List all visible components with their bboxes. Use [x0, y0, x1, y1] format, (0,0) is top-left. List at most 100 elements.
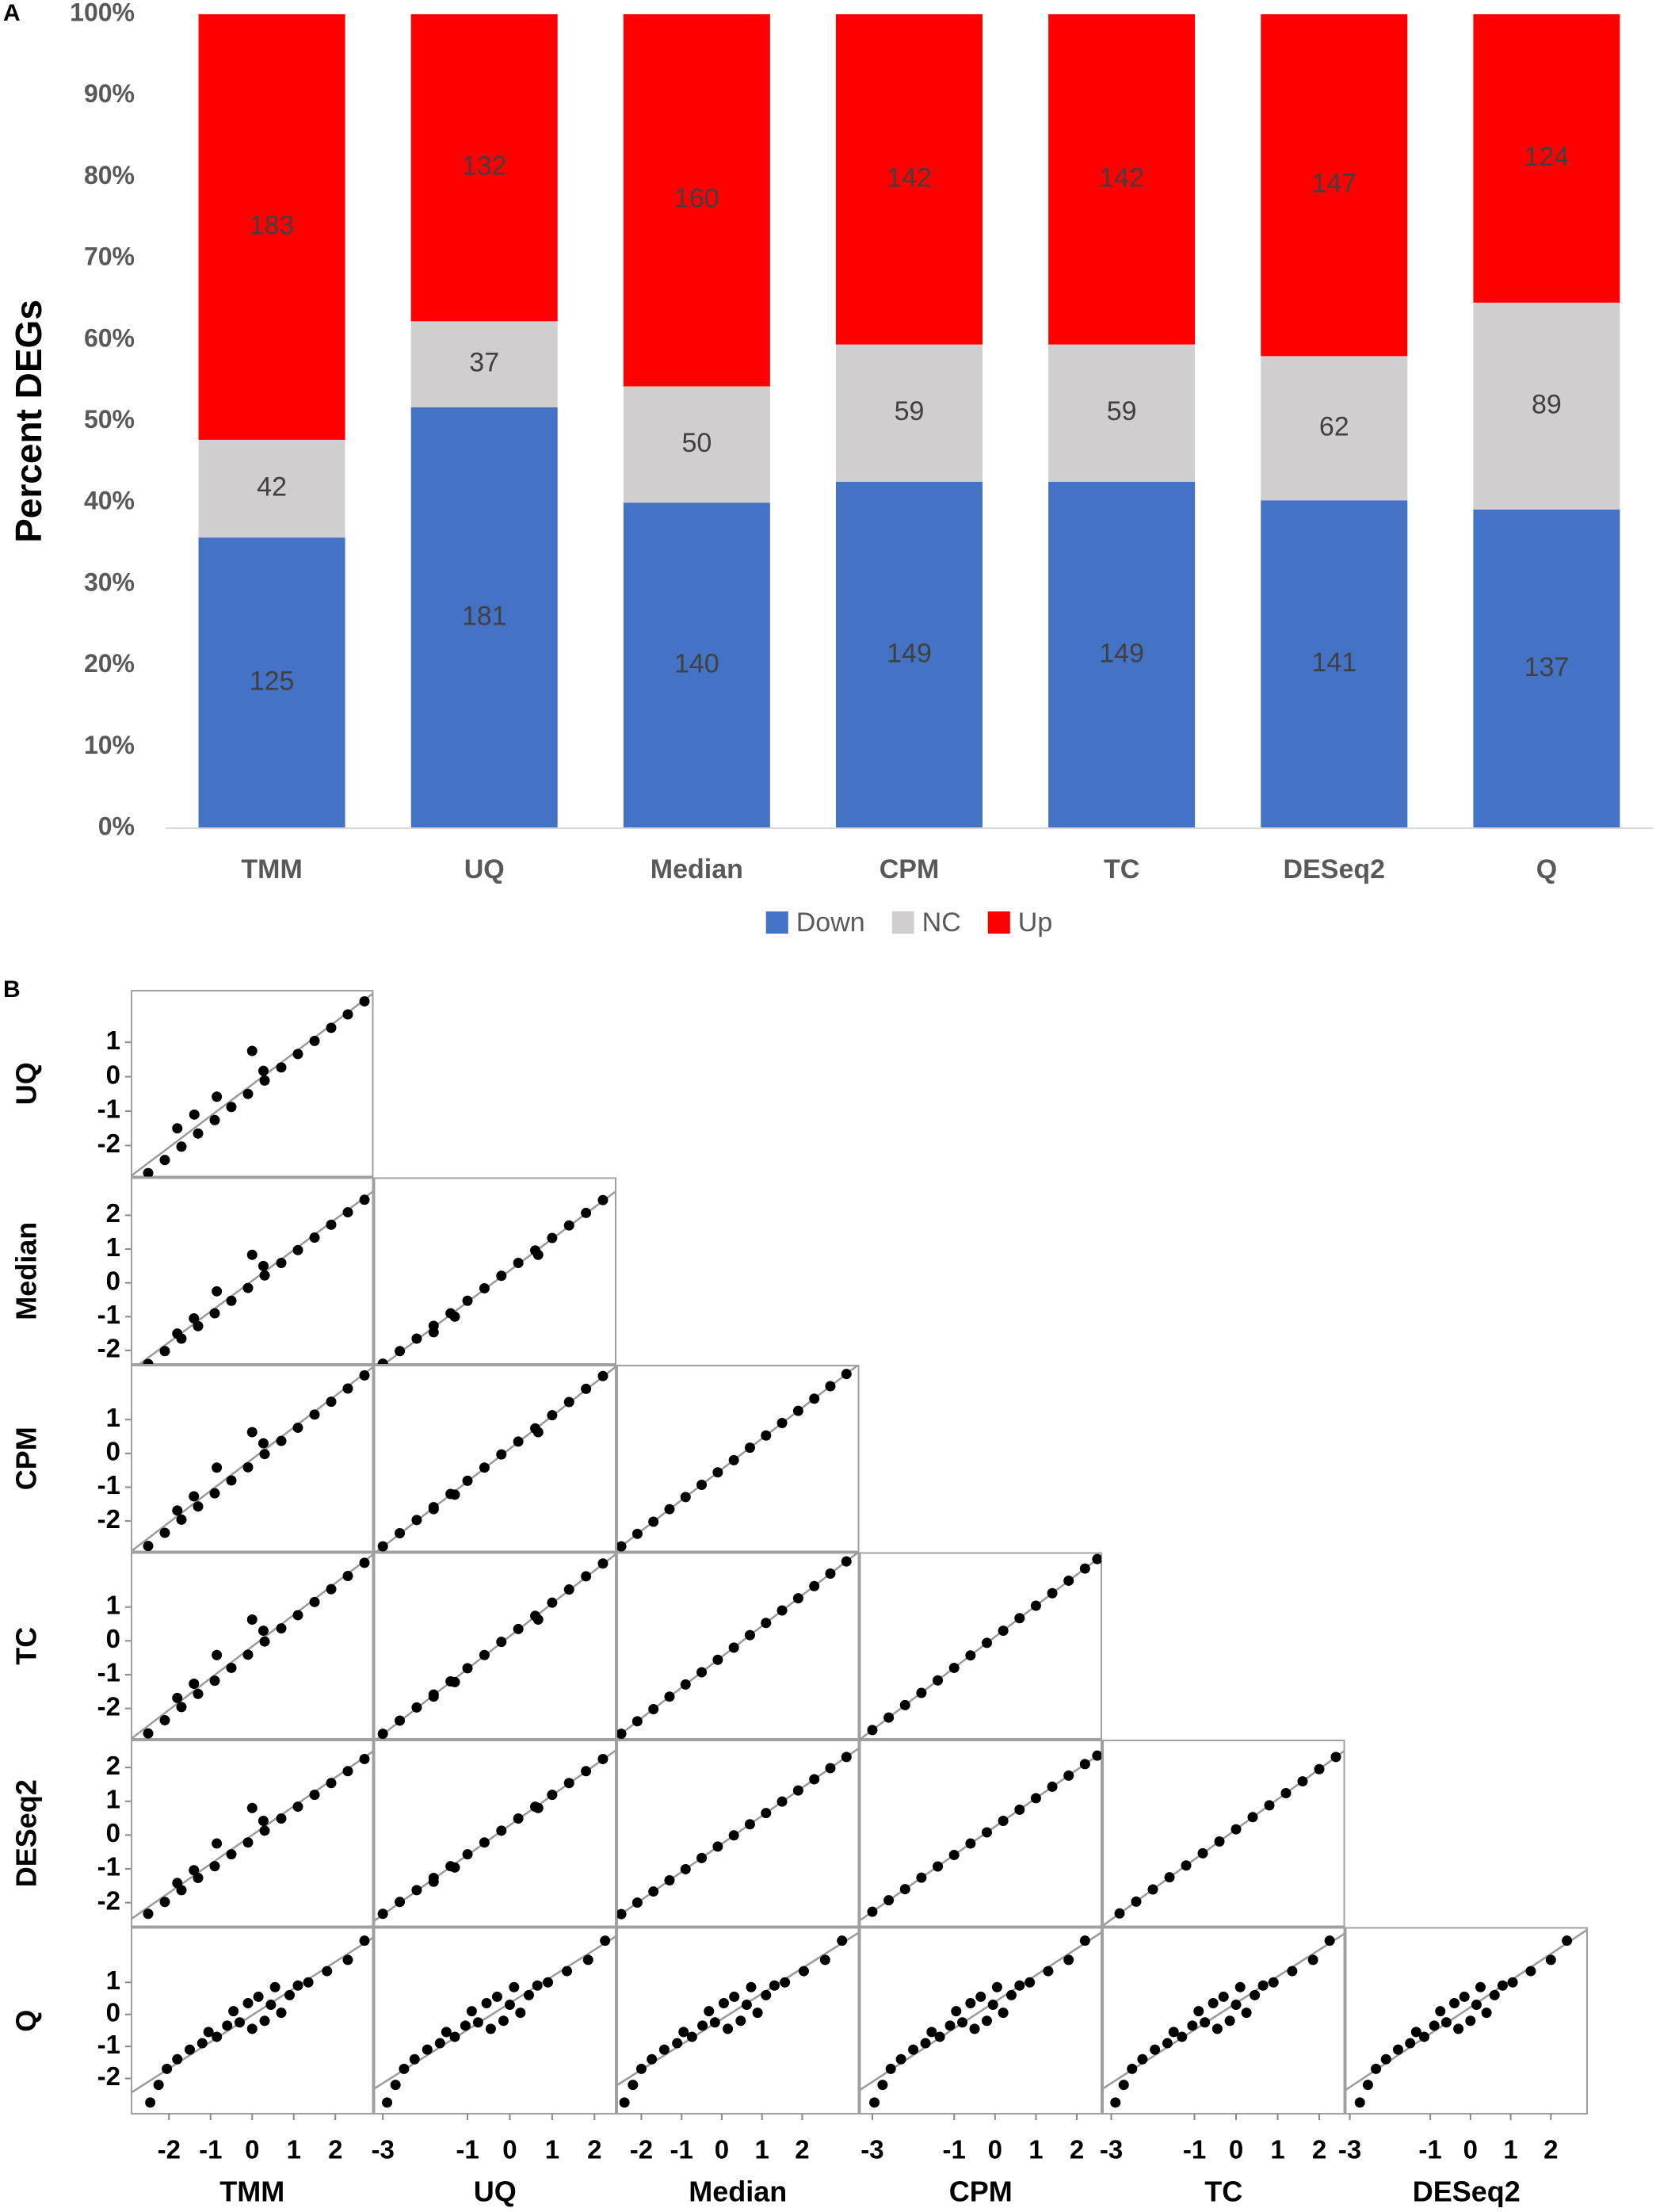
x-tick-label: -3 [372, 2135, 395, 2164]
point [1092, 1553, 1101, 1564]
y-axis-title: Percent DEGs [8, 300, 49, 543]
point [1211, 2023, 1223, 2034]
point [744, 1819, 755, 1830]
point [547, 1597, 558, 1608]
point [342, 1954, 353, 1966]
point [377, 1729, 388, 1739]
point [934, 2031, 945, 2042]
point [916, 1872, 927, 1883]
x-tick-label: 1 [287, 2135, 301, 2164]
point [933, 1675, 944, 1686]
point [883, 1895, 895, 1906]
point [326, 1022, 337, 1033]
x-tick-label: -3 [860, 2135, 883, 2164]
point [1562, 1935, 1573, 1946]
y-tick-label: 0 [106, 1818, 120, 1847]
point [908, 2044, 919, 2055]
data-label: 149 [1099, 638, 1144, 668]
x-tick-label: 0 [502, 2135, 517, 2164]
point [1453, 2023, 1464, 2034]
point [159, 1155, 170, 1166]
bar-segment [1473, 302, 1620, 510]
point [276, 1813, 287, 1824]
point [276, 1258, 287, 1269]
point [648, 1516, 659, 1527]
point [1197, 1847, 1208, 1859]
point [481, 1998, 492, 2009]
point [1137, 2053, 1148, 2065]
point [532, 1249, 544, 1260]
point [948, 1662, 960, 1673]
panel [138, 1190, 373, 1364]
x-tick-label: UQ [464, 854, 505, 884]
point [197, 2038, 208, 2049]
point [944, 2020, 956, 2031]
point [776, 1796, 788, 1807]
point [1440, 2017, 1452, 2028]
bar-segment [410, 14, 558, 322]
col-label: Median [689, 2176, 787, 2208]
point [543, 1977, 554, 1988]
x-tick-label: TMM [241, 854, 302, 884]
point [189, 1491, 200, 1502]
panel [1103, 1750, 1345, 1927]
point [867, 1725, 878, 1736]
panel-frame [373, 1365, 616, 1553]
point [226, 1475, 237, 1486]
point [449, 1676, 460, 1687]
x-tick-label: -1 [199, 2135, 222, 2164]
point [741, 2000, 752, 2011]
x-tick-label: 0 [988, 2135, 1002, 2164]
point [276, 1623, 287, 1634]
point [193, 1873, 204, 1884]
point [563, 1584, 574, 1595]
panel [1345, 1928, 1587, 2108]
point [428, 1503, 439, 1515]
point [1127, 2063, 1138, 2074]
x-tick-label: 1 [1503, 2135, 1517, 2164]
point [1150, 2044, 1161, 2055]
point [1280, 1788, 1292, 1799]
bar-segment [1261, 500, 1408, 828]
point [648, 1886, 659, 1897]
point [377, 1541, 388, 1552]
point [1079, 1563, 1090, 1574]
y-tick-label: -2 [97, 2061, 120, 2091]
bar-segment [1261, 356, 1408, 501]
col-label: TMM [219, 2176, 284, 2208]
point [933, 1861, 944, 1872]
y-tick-label: 2 [106, 1751, 120, 1780]
point [1118, 2080, 1129, 2091]
point [883, 1712, 895, 1723]
point [292, 1610, 303, 1621]
y-tick-label: -1 [97, 1852, 120, 1882]
panel-label: B [3, 976, 21, 1003]
bar-segment [623, 386, 770, 503]
point [309, 1409, 320, 1420]
point [189, 1109, 200, 1120]
data-label: 89 [1532, 389, 1562, 419]
x-tick-label: -3 [1338, 2135, 1361, 2164]
point [1208, 1998, 1219, 2009]
x-tick-label: 1 [1270, 2135, 1284, 2164]
y-tick-label: 1 [106, 1784, 120, 1813]
point [382, 2097, 393, 2108]
point [309, 1790, 320, 1801]
point [597, 1370, 609, 1381]
point [411, 1515, 422, 1526]
row-label: Median [10, 1222, 43, 1320]
point [991, 1981, 1002, 1992]
point [172, 1505, 183, 1516]
point [619, 2097, 630, 2108]
x-tick-label: 2 [795, 2135, 809, 2164]
point [377, 1908, 388, 1920]
point [259, 1270, 270, 1281]
point [680, 1863, 691, 1874]
point [899, 1699, 910, 1710]
point [441, 2027, 452, 2038]
point [242, 1649, 254, 1660]
bar-segment [1048, 344, 1196, 482]
point [809, 1774, 820, 1785]
point [1525, 1966, 1536, 1977]
data-label: 149 [887, 638, 932, 668]
